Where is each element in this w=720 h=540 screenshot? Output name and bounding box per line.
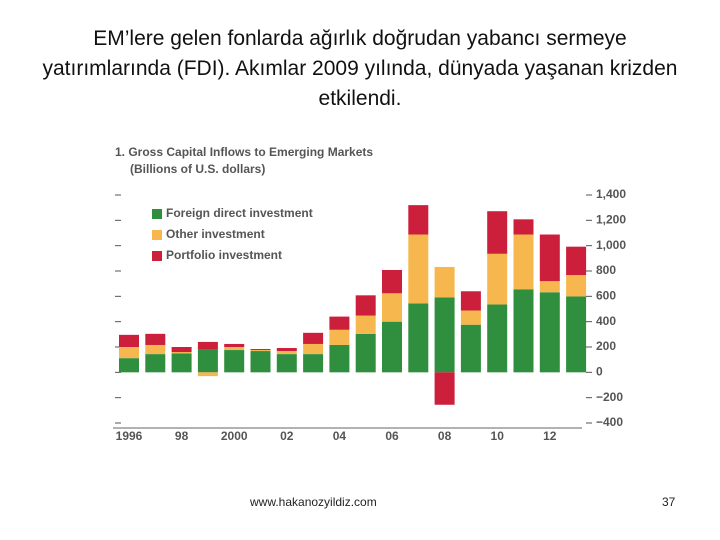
bar-segment [408,303,429,373]
bar-segment [303,332,324,344]
bar-segment [434,372,455,405]
bar-segment [119,347,139,359]
y-tick-label: 400 [596,314,616,328]
bar-segment [487,211,508,254]
chart: 1. Gross Capital Inflows to Emerging Mar… [113,145,626,443]
bar-segment [460,310,481,325]
x-tick-label: 02 [280,429,294,443]
y-tick-label: 800 [596,263,616,277]
bar-segment [329,316,350,330]
page-number: 37 [662,495,676,509]
bar-segment [566,296,587,373]
bar-segment [145,354,166,373]
bar-segment [487,304,508,373]
y-tick-label: −400 [596,415,623,429]
bar-segment [250,349,271,351]
bar-segment [487,253,508,305]
legend-swatch [152,209,162,219]
x-tick-label: 2000 [221,429,248,443]
bar-segment [224,343,245,347]
bar-segment [460,291,481,311]
y-tick-label: 1,200 [596,213,626,227]
bar-segment [513,219,534,235]
bar-segment [250,351,271,373]
legend-swatch [152,251,162,261]
bar-segment [303,343,324,355]
x-tick-label: 04 [333,429,347,443]
bar-segment [145,344,166,355]
bar-segment [355,315,376,334]
chart-title: 1. Gross Capital Inflows to Emerging Mar… [115,145,373,159]
x-tick-label: 08 [438,429,452,443]
bar-segment [329,344,350,373]
bar-segment [460,324,481,373]
bar-segment [171,352,192,354]
bar-segment [355,295,376,316]
bar-segment [197,349,218,373]
bar-segment [408,234,429,304]
bar-segment [303,354,324,373]
bar-segment [276,351,297,355]
bar-segment [539,292,560,373]
footer: www.hakanozyildiz.com [250,495,377,509]
x-tick-label: 10 [491,429,505,443]
y-tick-label: 1,000 [596,238,626,252]
bar-segment [566,275,587,297]
x-tick-label: 12 [543,429,557,443]
bar-segment [513,289,534,373]
bar-segment [276,348,297,352]
bar-segment [408,205,429,235]
bar-segment [119,358,139,373]
bar-segment [355,333,376,373]
bar-segment [382,321,402,373]
bar-segment [119,334,139,347]
y-tick-label: 200 [596,339,616,353]
legend-label: Portfolio investment [166,248,282,262]
y-tick-label: 0 [596,365,603,379]
legend-swatch [152,230,162,240]
y-tick-label: −200 [596,390,623,404]
x-tick-label: 06 [385,429,399,443]
slide-title: EM’lere gelen fonlarda ağırlık doğrudan … [42,27,678,110]
bar-segment [145,333,166,345]
bar-segment [434,297,455,373]
bar-segment [197,372,218,377]
x-tick-label: 98 [175,429,189,443]
bar-segment [434,266,455,298]
y-tick-label: 600 [596,289,616,303]
legend-label: Foreign direct investment [166,206,313,220]
bar-segment [197,341,218,350]
bar-segment [224,350,245,373]
bar-segment [513,234,534,290]
bar-segment [566,246,587,276]
x-tick-label: 1996 [116,429,143,443]
bar-segment [171,347,192,353]
legend-label: Other investment [166,227,265,241]
bar-segment [276,354,297,373]
bar-segment [250,350,271,352]
bar-segment [382,269,402,294]
bar-segment [224,347,245,351]
bar-segment [539,234,560,282]
y-tick-label: 1,400 [596,187,626,201]
chart-subtitle: (Billions of U.S. dollars) [130,162,265,176]
bar-segment [382,293,402,322]
bar-segment [539,281,560,293]
bar-segment [171,353,192,373]
bar-segment [329,329,350,345]
